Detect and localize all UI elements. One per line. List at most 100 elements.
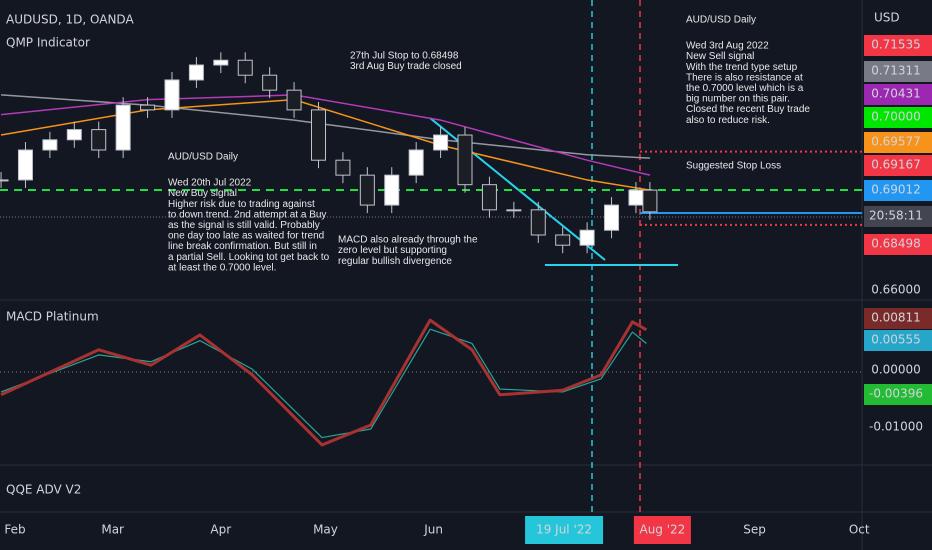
price-label-box <box>864 180 932 201</box>
annotation: to down trend. 2nd attempt at a Buy <box>168 209 326 220</box>
candle <box>335 159 351 176</box>
x-marker-box <box>633 516 691 544</box>
candle <box>310 109 326 161</box>
x-tick-label: Apr <box>210 523 231 537</box>
candle <box>91 129 107 151</box>
annotation: 27th Jul Stop to 0.68498 <box>350 51 459 62</box>
candle <box>457 134 473 186</box>
candle <box>66 129 82 141</box>
candle <box>579 229 595 246</box>
price-label: 0.00811 <box>871 311 921 325</box>
annotation: There is also resistance at <box>686 72 803 83</box>
annotation: big number on this pair. <box>686 94 790 105</box>
macd-line <box>0 328 647 439</box>
price-label: 0.69577 <box>871 135 921 149</box>
price-label-box <box>864 61 932 82</box>
candle <box>506 209 522 212</box>
macd-line <box>0 318 648 447</box>
price-label: 0.71311 <box>871 64 921 78</box>
price-label-box <box>864 107 932 128</box>
symbol: AUDUSD, 1D, OANDA <box>6 13 134 27</box>
x-tick-label: Feb <box>4 523 25 537</box>
annotation: With the trend type setup <box>686 62 798 73</box>
candle <box>42 139 58 151</box>
price-label-box <box>864 206 932 227</box>
price-label: 0.70431 <box>871 87 921 101</box>
x-marker-label: 19 Jul '22 <box>536 523 592 537</box>
price-label-box <box>864 330 932 351</box>
annotation: Wed 20th Jul 2022 <box>168 178 252 189</box>
pane-title: MACD Platinum <box>6 310 99 324</box>
candle <box>604 204 620 231</box>
price-label: 0.70000 <box>871 110 921 124</box>
candle <box>286 89 302 111</box>
x-tick-label: Jun <box>423 523 443 537</box>
annotation: Wed 3rd Aug 2022 <box>686 41 769 52</box>
price-label-box <box>864 35 932 56</box>
candle <box>384 174 400 206</box>
price-label-box <box>864 384 932 405</box>
price-label-box <box>864 84 932 105</box>
annotation: the 0.7000 level which is a <box>686 83 804 94</box>
price-label-box <box>864 234 932 255</box>
price-label: -0.01000 <box>869 420 923 434</box>
x-marker-label: Aug '22 <box>639 523 685 537</box>
candle <box>481 184 497 211</box>
annotation: AUD/USD Daily <box>168 152 238 163</box>
x-marker-box <box>525 516 604 544</box>
candle <box>188 64 204 81</box>
indicator: QMP Indicator <box>6 36 90 50</box>
annotation: Closed the recent Buy trade <box>686 104 810 115</box>
price-label: 20:58:11 <box>869 209 923 223</box>
x-tick-label: Mar <box>101 523 124 537</box>
annotation: line break confirmation. But still in <box>168 241 317 252</box>
candle <box>359 174 375 206</box>
annotation: a partial Sell. Looking tot get back to <box>168 252 330 263</box>
annotation: New Sell signal <box>686 51 754 62</box>
candle <box>140 104 156 111</box>
annotation: zero level but supporting <box>338 245 447 256</box>
price-label-box <box>864 155 932 176</box>
currency: USD <box>874 11 900 25</box>
pane-title: QQE ADV V2 <box>6 483 81 497</box>
price-label: 0.00000 <box>871 363 921 377</box>
annotation: AUD/USD Daily <box>686 15 756 26</box>
annotation: Suggested Stop Loss <box>686 161 781 172</box>
candle <box>164 79 180 111</box>
price-label: 0.66000 <box>871 283 921 297</box>
annotation: regular bullish divergence <box>338 256 452 267</box>
price-label-box <box>864 132 932 153</box>
candle <box>628 189 644 206</box>
candle <box>555 234 571 246</box>
price-label: -0.00396 <box>869 387 923 401</box>
price-label: 0.71535 <box>871 38 921 52</box>
annotation: Higher risk due to trading against <box>168 199 315 210</box>
annotation: one day too late as waited for trend <box>168 231 324 242</box>
annotation: as the signal is still valid. Probably <box>168 220 320 231</box>
x-tick-label: May <box>313 523 338 537</box>
candle <box>530 209 546 236</box>
x-tick-label: Sep <box>743 523 766 537</box>
candle <box>17 149 33 181</box>
candle <box>237 59 253 76</box>
price-label: 0.69012 <box>871 183 921 197</box>
candle <box>0 179 9 182</box>
annotation: also to reduce risk. <box>686 115 770 126</box>
candle <box>262 74 278 91</box>
price-label: 0.68498 <box>871 237 921 251</box>
annotation: 3rd Aug Buy trade closed <box>350 61 462 72</box>
annotation: at least the 0.7000 level. <box>168 262 276 273</box>
candle <box>213 59 229 66</box>
candle <box>433 134 449 151</box>
price-label: 0.00555 <box>871 333 921 347</box>
annotation: New Buy signal <box>168 188 237 199</box>
x-tick-label: Oct <box>849 523 870 537</box>
annotation: MACD also already through the <box>338 235 478 246</box>
candle <box>115 104 131 151</box>
candle <box>408 149 424 176</box>
candle <box>642 189 658 213</box>
price-label: 0.69167 <box>871 158 921 172</box>
price-label-box <box>864 308 932 329</box>
